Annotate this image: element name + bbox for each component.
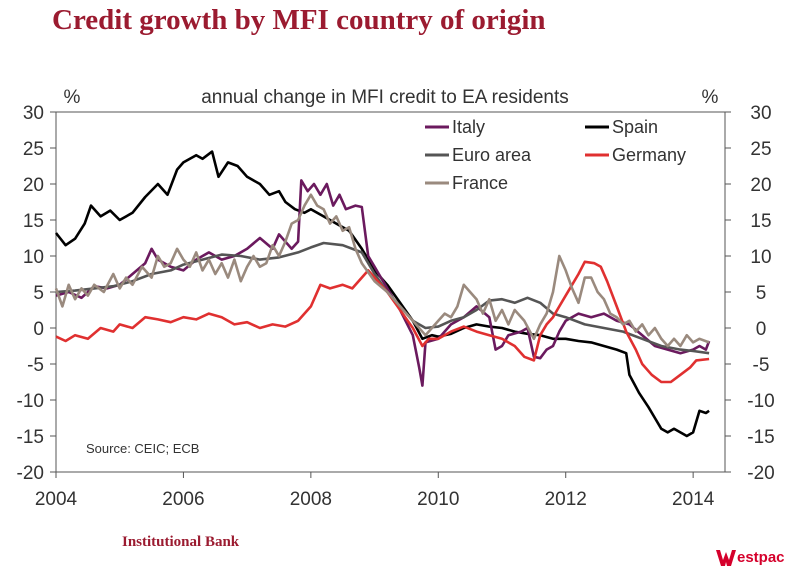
legend-label-france: France — [452, 173, 508, 193]
y-tick-label-right: -15 — [747, 427, 774, 448]
legend: Italy Spain Euro area Germany France — [425, 117, 686, 193]
legend-label-italy: Italy — [452, 117, 485, 137]
series-line-spain — [54, 150, 710, 438]
line-chart: annual change in MFI credit to EA reside… — [17, 87, 775, 510]
x-tick-label: 2006 — [162, 489, 204, 510]
x-tick-label: 2008 — [290, 489, 332, 510]
legend-label-germany: Germany — [612, 145, 686, 165]
y-tick-label-right: 15 — [750, 211, 771, 232]
y-tick-label-right: 30 — [750, 103, 771, 124]
y-tick-label-left: 30 — [23, 103, 44, 124]
y-tick-label-left: 10 — [23, 247, 44, 268]
x-tick-label: 2012 — [545, 489, 587, 510]
y-tick-label-left: 15 — [23, 211, 44, 232]
y-tick-label-right: -10 — [747, 391, 774, 412]
x-tick-label: 2004 — [35, 489, 78, 510]
legend-label-spain: Spain — [612, 117, 658, 137]
y-tick-label-left: 0 — [33, 319, 44, 340]
axes: -20 -20 -15 -15 -10 -10 -5 -5 0 0 5 5 10 10 15 15 20 20 25… — [17, 103, 775, 510]
y-tick-label-left: 5 — [33, 283, 44, 304]
y-tick-label-left: 20 — [23, 175, 44, 196]
y-tick-label-left: -10 — [17, 391, 44, 412]
y-tick-label-left: -15 — [17, 427, 44, 448]
y-tick-label-right: -20 — [747, 463, 774, 484]
series-line-euro-area — [55, 241, 710, 355]
institutional-bank-logo: Institutional Bank — [122, 534, 240, 550]
series-line-italy — [55, 179, 711, 387]
y-tick-label-left: 25 — [23, 139, 44, 160]
y-tick-label-right: 25 — [750, 139, 771, 160]
westpac-logo: estpac — [716, 549, 785, 566]
y-tick-label-right: 5 — [756, 283, 767, 304]
y-tick-label-right: -5 — [753, 355, 770, 376]
y-tick-label-right: 10 — [750, 247, 771, 268]
source-note: Source: CEIC; ECB — [86, 441, 199, 456]
y-tick-label-left: -20 — [17, 463, 44, 484]
westpac-wordmark: estpac — [737, 549, 785, 566]
series-line-france — [54, 193, 710, 348]
y-tick-label-left: -5 — [27, 355, 44, 376]
legend-label-euro-area: Euro area — [452, 145, 532, 165]
y-tick-label-right: 0 — [756, 319, 767, 340]
series-line-germany — [55, 260, 710, 384]
series-lines — [54, 150, 711, 438]
page-title: Credit growth by MFI country of origin — [52, 4, 546, 36]
y-unit-left: % — [64, 87, 81, 108]
x-tick-label: 2010 — [417, 489, 459, 510]
chart-title: annual change in MFI credit to EA reside… — [201, 87, 569, 108]
x-tick-label: 2014 — [672, 489, 715, 510]
westpac-w-icon — [716, 549, 736, 566]
y-tick-label-right: 20 — [750, 175, 771, 196]
y-unit-right: % — [702, 87, 719, 108]
